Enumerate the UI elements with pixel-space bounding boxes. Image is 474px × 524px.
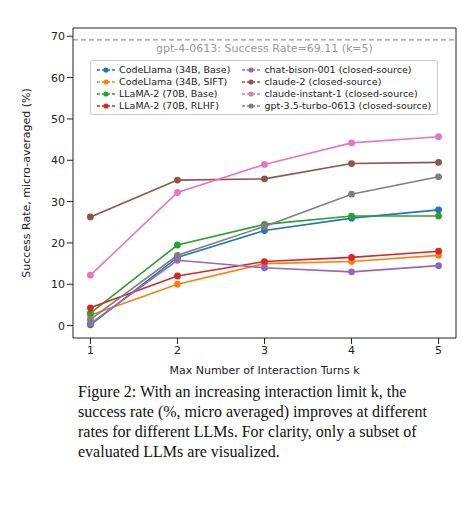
svg-text:0: 0 — [58, 320, 65, 333]
svg-text:20: 20 — [51, 237, 65, 250]
html-text:chat-bison-001 (closed-source): chat-bison-001 (closed-source) — [264, 64, 412, 75]
svg-text:2: 2 — [174, 344, 181, 357]
html-text:claude-2 (closed-source): claude-2 (closed-source) — [264, 76, 382, 87]
svg-text:60: 60 — [51, 72, 65, 85]
html-text:claude-instant-1 (closed-sourc: claude-instant-1 (closed-source) — [264, 88, 418, 99]
svg-text:10: 10 — [51, 278, 65, 291]
html-text:LLaMA-2 (70B, RLHF): LLaMA-2 (70B, RLHF) — [119, 100, 219, 111]
svg-text:30: 30 — [51, 196, 65, 209]
html-text:CodeLlama (34B, SIFT): CodeLlama (34B, SIFT) — [119, 76, 228, 87]
svg-text:70: 70 — [51, 30, 65, 43]
html-text:gpt-3.5-turbo-0613 (closed-sou: gpt-3.5-turbo-0613 (closed-source) — [264, 100, 432, 111]
svg-text:gpt-4-0613: Success Rate=69.11: gpt-4-0613: Success Rate=69.11 (k=5) — [156, 42, 373, 55]
svg-text:40: 40 — [51, 154, 65, 167]
html-text:Figure 2: With an increasing i: Figure 2: With an increasing interaction… — [78, 383, 427, 460]
html-text:LLaMA-2 (70B, Base): LLaMA-2 (70B, Base) — [119, 88, 218, 99]
svg-text:4: 4 — [348, 344, 355, 357]
svg-text:3: 3 — [261, 344, 268, 357]
svg-text:Max Number of Interaction Turn: Max Number of Interaction Turns k — [169, 364, 360, 377]
svg-text:5: 5 — [435, 344, 442, 357]
html-text:CodeLlama (34B, Base): CodeLlama (34B, Base) — [119, 64, 231, 75]
svg-text:Success Rate, micro-averaged (: Success Rate, micro-averaged (%) — [20, 88, 33, 278]
svg-text:1: 1 — [87, 344, 94, 357]
svg-text:50: 50 — [51, 113, 65, 126]
